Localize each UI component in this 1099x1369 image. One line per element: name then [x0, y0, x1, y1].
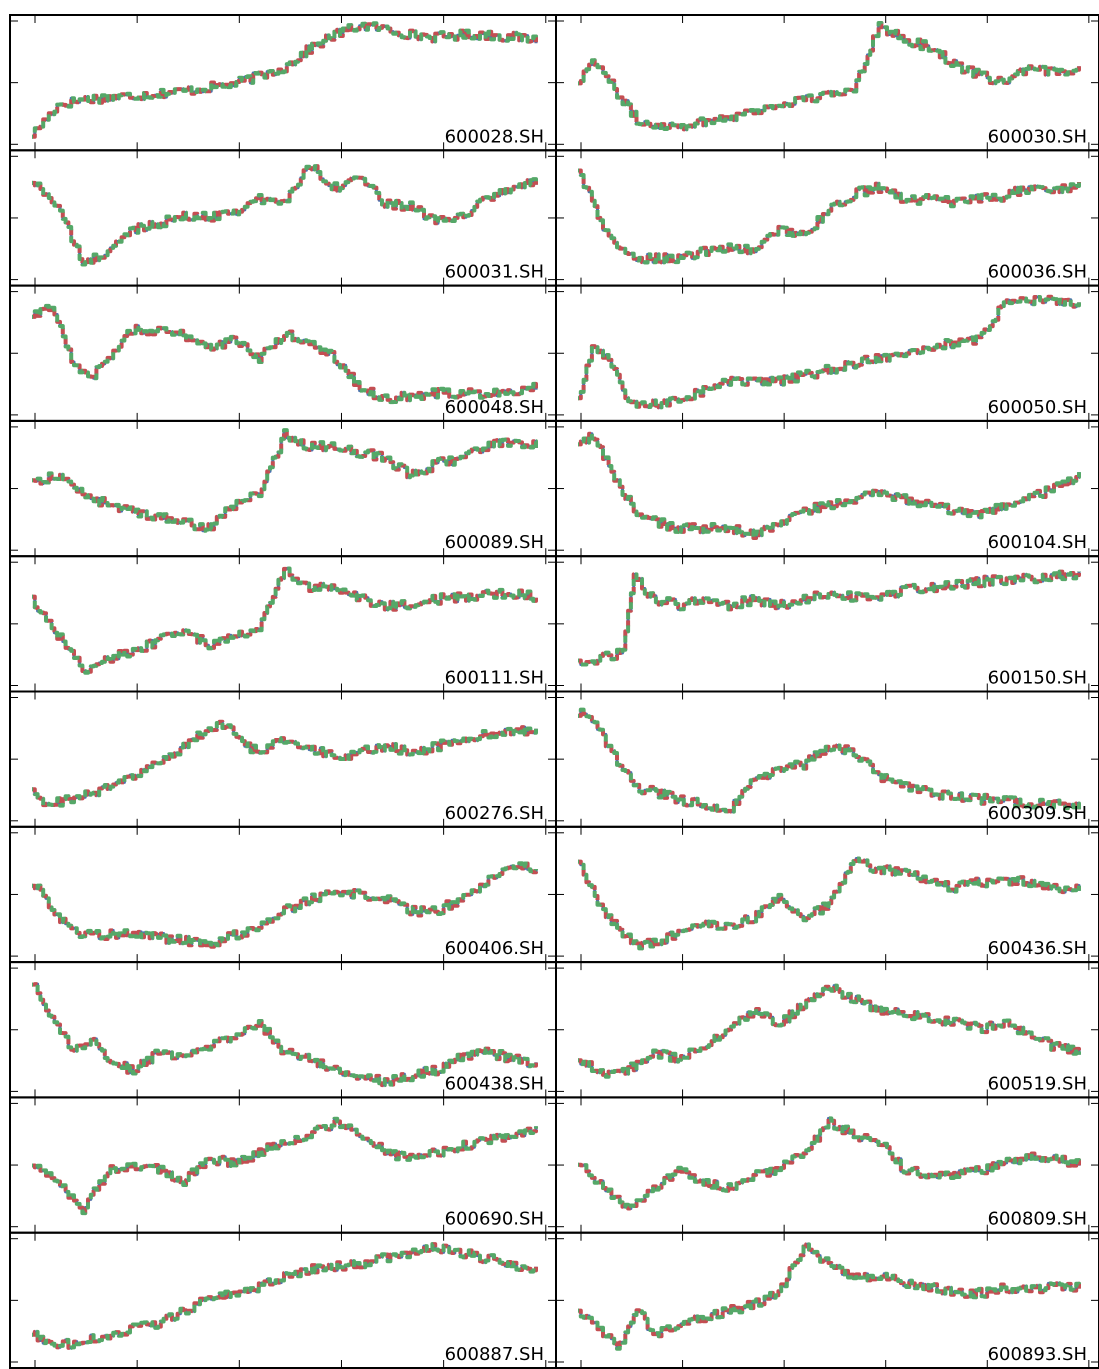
panel-label: 600309.SH	[988, 803, 1087, 824]
panel-label: 600048.SH	[445, 397, 544, 418]
panel-600104-sh: 600104.SH	[555, 419, 1099, 558]
panel-label: 600406.SH	[445, 938, 544, 959]
series-line-red	[32, 861, 538, 949]
series-line-red	[578, 431, 1081, 540]
series-line-red	[578, 983, 1081, 1079]
series-line-green	[32, 982, 538, 1088]
panel-label: 600111.SH	[445, 668, 544, 689]
series-line-blue	[578, 21, 1081, 131]
series-line-green	[578, 1116, 1081, 1211]
series-line-red	[32, 1116, 538, 1216]
series-line-blue	[32, 861, 538, 949]
series-line-green	[578, 294, 1081, 410]
series-line-blue	[32, 982, 538, 1087]
panel-label: 600036.SH	[988, 262, 1087, 283]
series-line-green	[32, 164, 538, 267]
series-line-blue	[32, 720, 538, 808]
series-line-red	[32, 303, 538, 405]
panel-label: 600519.SH	[988, 1073, 1087, 1094]
series-line-green	[578, 1242, 1081, 1351]
panel-600031-sh: 600031.SH	[9, 149, 557, 287]
panel-label: 600887.SH	[445, 1344, 544, 1365]
series-line-red	[578, 168, 1081, 265]
series-line-red	[578, 1116, 1081, 1211]
series-line-red	[32, 428, 538, 533]
panel-label: 600031.SH	[445, 262, 544, 283]
series-line-green	[578, 168, 1081, 265]
series-line-green	[32, 21, 538, 139]
series-line-blue	[578, 169, 1081, 264]
panel-label: 600438.SH	[445, 1073, 544, 1094]
panel-600690-sh: 600690.SH	[9, 1096, 557, 1234]
series-line-green	[32, 719, 538, 808]
panel-600406-sh: 600406.SH	[9, 825, 557, 964]
series-line-green	[578, 983, 1081, 1079]
panel-label: 600104.SH	[988, 532, 1087, 553]
panel-600438-sh: 600438.SH	[9, 961, 557, 1099]
panel-label: 600150.SH	[988, 668, 1087, 689]
series-line-blue	[32, 21, 538, 139]
panel-600150-sh: 600150.SH	[555, 555, 1099, 693]
series-line-blue	[32, 304, 538, 404]
panel-label: 600050.SH	[988, 397, 1087, 418]
panel-label: 600690.SH	[445, 1209, 544, 1230]
series-line-green	[32, 566, 538, 675]
series-line-green	[578, 569, 1081, 667]
panel-600036-sh: 600036.SH	[555, 149, 1099, 287]
panel-600089-sh: 600089.SH	[9, 419, 557, 558]
panel-600030-sh: 600030.SH	[555, 14, 1099, 152]
series-line-red	[32, 566, 538, 675]
series-line-red	[32, 164, 538, 267]
panel-600893-sh: 600893.SH	[555, 1231, 1099, 1369]
panel-600111-sh: 600111.SH	[9, 555, 557, 693]
series-line-green	[578, 707, 1081, 814]
series-line-blue	[32, 1117, 538, 1215]
panel-label: 600276.SH	[445, 803, 544, 824]
panel-600048-sh: 600048.SH	[9, 284, 557, 422]
panel-600050-sh: 600050.SH	[555, 284, 1099, 422]
panel-600309-sh: 600309.SH	[555, 690, 1099, 828]
series-line-green	[32, 303, 538, 405]
series-line-blue	[578, 295, 1081, 409]
series-line-red	[32, 21, 538, 139]
series-line-red	[578, 294, 1081, 410]
series-line-green	[578, 431, 1081, 540]
panel-label: 600809.SH	[988, 1209, 1087, 1230]
panel-label: 600089.SH	[445, 532, 544, 553]
series-line-red	[32, 1242, 538, 1350]
panel-label: 600436.SH	[988, 938, 1087, 959]
series-line-red	[32, 982, 538, 1088]
panel-600028-sh: 600028.SH	[9, 14, 557, 152]
panel-label: 600893.SH	[988, 1344, 1087, 1365]
series-line-green	[578, 856, 1081, 951]
series-line-green	[32, 428, 538, 533]
panel-600887-sh: 600887.SH	[9, 1231, 557, 1369]
series-line-green	[578, 21, 1081, 132]
panel-label: 600030.SH	[988, 126, 1087, 147]
panel-600519-sh: 600519.SH	[555, 961, 1099, 1099]
series-line-blue	[578, 984, 1081, 1079]
series-line-blue	[578, 432, 1081, 540]
series-line-red	[32, 719, 538, 808]
panel-600809-sh: 600809.SH	[555, 1096, 1099, 1234]
panel-600276-sh: 600276.SH	[9, 690, 557, 828]
series-line-green	[32, 1116, 538, 1216]
series-line-red	[578, 856, 1081, 951]
panel-600436-sh: 600436.SH	[555, 825, 1099, 964]
series-line-red	[578, 21, 1081, 132]
series-line-blue	[32, 428, 538, 533]
series-line-blue	[32, 1242, 538, 1350]
series-line-green	[32, 1242, 538, 1350]
series-line-green	[32, 861, 538, 949]
panel-label: 600028.SH	[445, 126, 544, 147]
